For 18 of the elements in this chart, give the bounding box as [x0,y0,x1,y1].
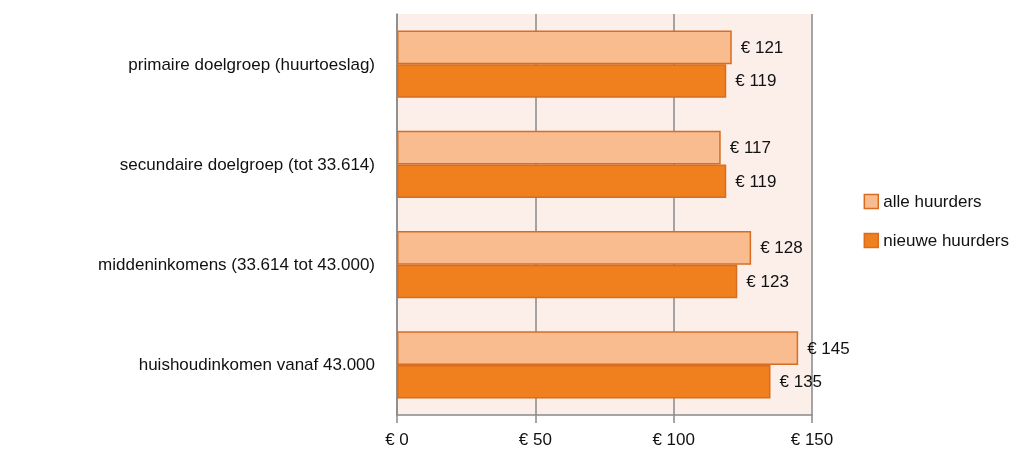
data-label: € 128 [760,238,803,258]
y-tick-label: secundaire doelgroep (tot 33.614) [119,154,375,174]
data-label: € 135 [779,372,823,392]
y-tick-label: primaire doelgroep (huurtoeslag) [128,54,375,74]
y-tick-label: middeninkomens (33.614 tot 43.000) [98,255,375,275]
x-tick-label: € 0 [385,430,409,449]
data-label: € 119 [735,71,777,91]
x-tick-label: € 100 [652,430,695,449]
legend-label: alle huurders [883,192,982,211]
y-tick-label: huishoudinkomen vanaf 43.000 [138,355,375,375]
legend-label: nieuwe huurders [883,231,1010,250]
data-label: € 121 [740,37,784,57]
x-tick-label: € 150 [790,430,834,449]
data-label: € 119 [735,171,777,191]
data-label: € 145 [807,338,850,358]
x-tick-label: € 50 [518,430,552,449]
data-label: € 123 [746,271,789,291]
data-label: € 117 [729,138,771,158]
